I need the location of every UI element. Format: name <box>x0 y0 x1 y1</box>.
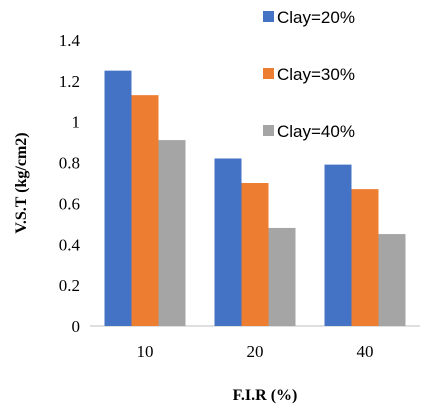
y-axis-title: V.S.T (kg/cm2) <box>13 132 30 233</box>
x-tick-label: 10 <box>137 342 154 361</box>
y-axis-ticks: 0 0.2 0.4 0.6 0.8 1 1.2 1.4 <box>59 31 81 336</box>
bar-clay-40--40 <box>378 234 406 326</box>
bars <box>104 70 406 327</box>
legend-swatch <box>263 68 274 79</box>
legend-swatch <box>263 11 274 22</box>
y-tick-label: 1.4 <box>59 31 81 50</box>
y-tick-label: 1.2 <box>59 72 80 91</box>
x-axis-ticks: 10 20 40 <box>137 342 374 361</box>
y-tick-label: 0 <box>72 317 81 336</box>
x-tick-label: 40 <box>357 342 374 361</box>
legend-label: Clay=40% <box>277 122 355 141</box>
y-tick-label: 0.4 <box>59 235 81 254</box>
y-tick-label: 0.2 <box>59 276 80 295</box>
legend-label: Clay=20% <box>277 8 355 27</box>
y-tick-label: 0.6 <box>59 194 80 213</box>
bar-clay-40--10 <box>158 140 186 326</box>
bar-clay-30--20 <box>241 183 269 326</box>
x-tick-label: 20 <box>247 342 264 361</box>
legend-label: Clay=30% <box>277 65 355 84</box>
bar-clay-30--10 <box>131 95 159 327</box>
y-tick-label: 0.8 <box>59 154 80 173</box>
bar-clay-20--20 <box>214 158 242 326</box>
bar-clay-40--20 <box>268 227 296 326</box>
legend: Clay=20% Clay=30% Clay=40% <box>263 8 355 141</box>
legend-swatch <box>263 125 274 136</box>
bar-clay-20--40 <box>324 164 352 326</box>
x-axis-title: F.I.R (%) <box>233 387 298 404</box>
bar-clay-30--40 <box>351 189 379 326</box>
y-tick-label: 1 <box>72 113 81 132</box>
bar-clay-20--10 <box>104 70 132 327</box>
